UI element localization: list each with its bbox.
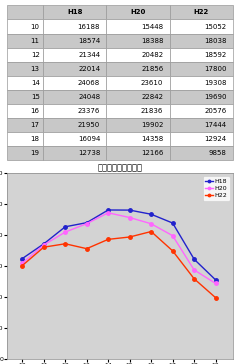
- Line: H18: H18: [20, 208, 217, 282]
- Legend: H18, H20, H22: H18, H20, H22: [203, 177, 230, 201]
- H20: [107, 211, 110, 215]
- H22: [171, 249, 174, 253]
- H22: [128, 235, 131, 239]
- H20: [21, 261, 24, 265]
- H18: [64, 225, 67, 229]
- H22: [64, 242, 67, 246]
- H22: [21, 264, 24, 268]
- H18: [42, 242, 45, 246]
- H18: [214, 278, 217, 282]
- H22: [214, 296, 217, 300]
- H18: [128, 208, 131, 212]
- H20: [64, 230, 67, 234]
- H20: [193, 268, 196, 272]
- H20: [150, 222, 153, 226]
- H18: [171, 221, 174, 225]
- H18: [107, 208, 110, 212]
- H20: [85, 221, 88, 226]
- H20: [171, 234, 174, 238]
- Title: 時間帯別通行量推移: 時間帯別通行量推移: [97, 163, 143, 173]
- H20: [128, 215, 131, 220]
- H22: [85, 246, 88, 251]
- H18: [21, 256, 24, 261]
- H22: [150, 229, 153, 234]
- H22: [42, 245, 45, 249]
- Line: H22: H22: [20, 230, 217, 300]
- H20: [42, 243, 45, 247]
- H20: [214, 281, 217, 286]
- Line: H20: H20: [20, 211, 217, 285]
- H18: [150, 212, 153, 217]
- H22: [193, 277, 196, 281]
- H18: [85, 221, 88, 225]
- H18: [193, 257, 196, 261]
- H22: [107, 237, 110, 242]
